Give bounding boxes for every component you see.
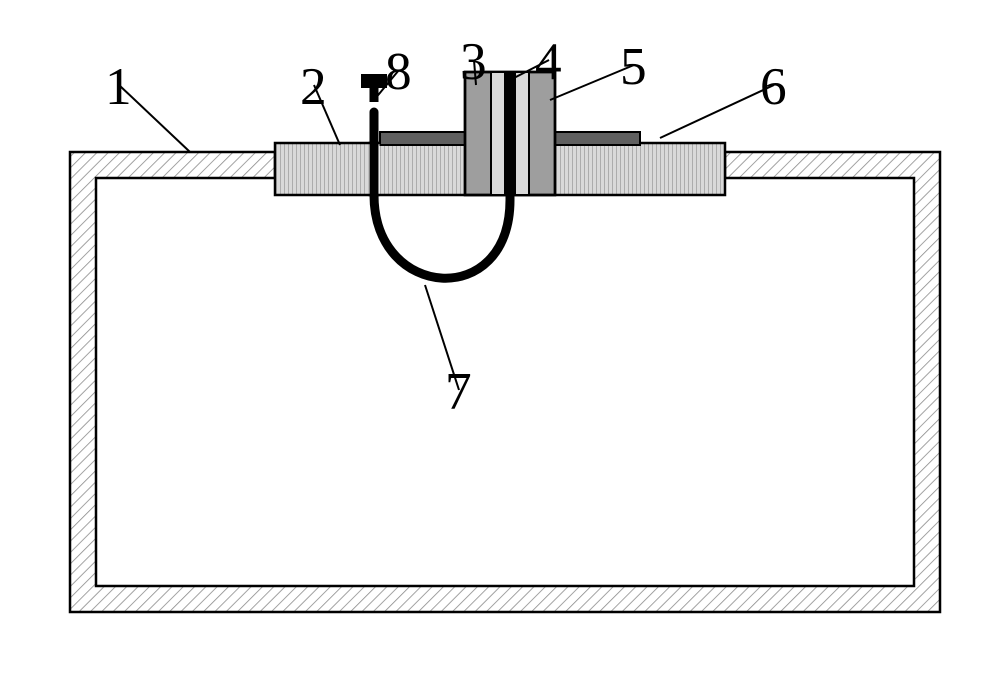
label-7: 7 bbox=[445, 360, 472, 422]
cross-section-diagram bbox=[0, 0, 1000, 675]
connector-head bbox=[361, 74, 387, 88]
label-8: 8 bbox=[385, 40, 412, 102]
rim-right bbox=[555, 132, 640, 145]
rim-left bbox=[380, 132, 465, 145]
label-4: 4 bbox=[535, 30, 562, 92]
label-2: 2 bbox=[300, 55, 327, 117]
label-3: 3 bbox=[460, 30, 487, 92]
label-6: 6 bbox=[760, 55, 787, 117]
label-1: 1 bbox=[105, 55, 132, 117]
label-5: 5 bbox=[620, 35, 647, 97]
leader-6 bbox=[660, 85, 774, 138]
